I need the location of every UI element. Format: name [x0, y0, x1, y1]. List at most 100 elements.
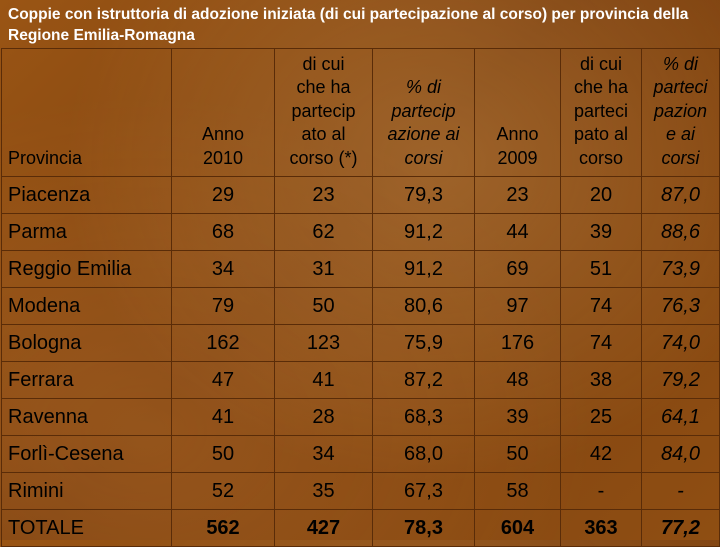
- cell-anno-2009: 176: [474, 324, 561, 362]
- total-row: TOTALE 562 427 78,3 604 363 77,2: [1, 509, 720, 547]
- cell-pct-2009: 84,0: [641, 435, 720, 473]
- cell-provincia: Ravenna: [1, 398, 172, 436]
- table-row: Reggio Emilia 34 31 91,2 69 51 73,9: [1, 250, 720, 288]
- header-line: % di: [662, 53, 698, 74]
- table-row: Bologna 162 123 75,9 176 74 74,0: [1, 324, 720, 362]
- header-line: ato al: [301, 124, 346, 144]
- cell-partecipato-2010: 123: [274, 324, 373, 362]
- cell-anno-2010: 50: [171, 435, 275, 473]
- header-line: 2009: [497, 147, 538, 168]
- header-line: e ai: [665, 124, 696, 144]
- cell-partecipato-2010: 35: [274, 472, 373, 510]
- header-line: Anno: [496, 124, 539, 144]
- cell-provincia: Bologna: [1, 324, 172, 362]
- cell-anno-2009: 97: [474, 287, 561, 325]
- adoption-table: Provincia Anno 2010 di cui che ha partec…: [1, 48, 720, 547]
- header-line: pazion: [653, 100, 708, 121]
- cell-anno-2010: 29: [171, 176, 275, 214]
- header-line: parteci: [573, 100, 629, 121]
- cell-anno-2010: 79: [171, 287, 275, 325]
- cell-partecipato-2009: 38: [560, 361, 642, 399]
- cell-pct-2009: 73,9: [641, 250, 720, 288]
- cell-anno-2009: 39: [474, 398, 561, 436]
- table-row: Rimini 52 35 67,3 58 - -: [1, 472, 720, 510]
- cell-pct-2009: -: [641, 472, 720, 510]
- cell-pct-2009: 74,0: [641, 324, 720, 362]
- cell-provincia: Rimini: [1, 472, 172, 510]
- header-anno-2010: Anno 2010: [171, 48, 275, 177]
- cell-partecipato-2009: 51: [560, 250, 642, 288]
- cell-partecipato-2010: 41: [274, 361, 373, 399]
- cell-anno-2010: 41: [171, 398, 275, 436]
- header-line: corsi: [404, 147, 443, 168]
- header-line: Anno: [201, 124, 245, 144]
- cell-pct-2010: 68,3: [372, 398, 475, 436]
- cell-anno-2010: 162: [171, 324, 275, 362]
- header-line: di cui: [579, 53, 623, 74]
- cell-partecipato-2009: -: [560, 472, 642, 510]
- cell-partecipato-2010: 62: [274, 213, 373, 251]
- cell-partecipato-2009: 25: [560, 398, 642, 436]
- table-row: Piacenza 29 23 79,3 23 20 87,0: [1, 176, 720, 214]
- table-row: Ravenna 41 28 68,3 39 25 64,1: [1, 398, 720, 436]
- cell-partecipato-2010: 23: [274, 176, 373, 214]
- header-provincia: Provincia: [1, 48, 172, 177]
- cell-partecipato-2010-total: 427: [274, 509, 373, 547]
- table-row: Parma 68 62 91,2 44 39 88,6: [1, 213, 720, 251]
- cell-pct-2009: 64,1: [641, 398, 720, 436]
- cell-anno-2010: 47: [171, 361, 275, 399]
- cell-pct-2009: 76,3: [641, 287, 720, 325]
- header-line: che ha: [573, 77, 629, 97]
- cell-partecipato-2010: 50: [274, 287, 373, 325]
- cell-partecipato-2010: 31: [274, 250, 373, 288]
- cell-pct-2010: 91,2: [372, 213, 475, 251]
- header-line: partecip: [391, 100, 456, 121]
- cell-anno-2010: 34: [171, 250, 275, 288]
- cell-pct-2009: 79,2: [641, 361, 720, 399]
- cell-partecipato-2009: 74: [560, 287, 642, 325]
- header-line: di cui: [302, 53, 345, 74]
- cell-anno-2010: 52: [171, 472, 275, 510]
- table-row: Modena 79 50 80,6 97 74 76,3: [1, 287, 720, 325]
- cell-anno-2009: 44: [474, 213, 561, 251]
- header-line: partecip: [291, 100, 356, 121]
- cell-pct-2010: 75,9: [372, 324, 475, 362]
- cell-pct-2010: 67,3: [372, 472, 475, 510]
- cell-partecipato-2009: 42: [560, 435, 642, 473]
- cell-provincia: Piacenza: [1, 176, 172, 214]
- cell-anno-2009: 50: [474, 435, 561, 473]
- cell-anno-2009: 48: [474, 361, 561, 399]
- header-line: che ha: [296, 77, 351, 97]
- cell-anno-2010-total: 562: [171, 509, 275, 547]
- cell-pct-2010: 80,6: [372, 287, 475, 325]
- table-row: Forlì-Cesena 50 34 68,0 50 42 84,0: [1, 435, 720, 473]
- header-line: corsi: [661, 147, 700, 168]
- header-line: corso: [578, 147, 623, 168]
- cell-provincia: Forlì-Cesena: [1, 435, 172, 473]
- cell-provincia: Parma: [1, 213, 172, 251]
- header-anno-2009: Anno 2009: [474, 48, 561, 177]
- table-row: Ferrara 47 41 87,2 48 38 79,2: [1, 361, 720, 399]
- header-partecipato-2010: di cui che ha partecip ato al corso (*): [274, 48, 373, 177]
- cell-anno-2009: 69: [474, 250, 561, 288]
- cell-provincia: Modena: [1, 287, 172, 325]
- page-title: Coppie con istruttoria di adozione inizi…: [8, 6, 689, 44]
- cell-anno-2010: 68: [171, 213, 275, 251]
- cell-partecipato-2010: 34: [274, 435, 373, 473]
- cell-pct-2010: 87,2: [372, 361, 475, 399]
- header-line: corso (*): [289, 147, 358, 168]
- cell-pct-2010: 91,2: [372, 250, 475, 288]
- cell-partecipato-2009: 39: [560, 213, 642, 251]
- header-line: 2010: [202, 147, 244, 168]
- header-line: % di: [405, 77, 441, 97]
- cell-partecipato-2009-total: 363: [560, 509, 642, 547]
- cell-pct-2010-total: 78,3: [372, 509, 475, 547]
- header-pct-2009: % di parteci pazion e ai corsi: [641, 48, 720, 177]
- cell-pct-2009-total: 77,2: [641, 509, 720, 547]
- cell-pct-2009: 87,0: [641, 176, 720, 214]
- cell-provincia: Reggio Emilia: [1, 250, 172, 288]
- header-line: azione ai: [387, 124, 460, 144]
- header-pct-2010: % di partecip azione ai corsi: [372, 48, 475, 177]
- cell-pct-2009: 88,6: [641, 213, 720, 251]
- cell-partecipato-2010: 28: [274, 398, 373, 436]
